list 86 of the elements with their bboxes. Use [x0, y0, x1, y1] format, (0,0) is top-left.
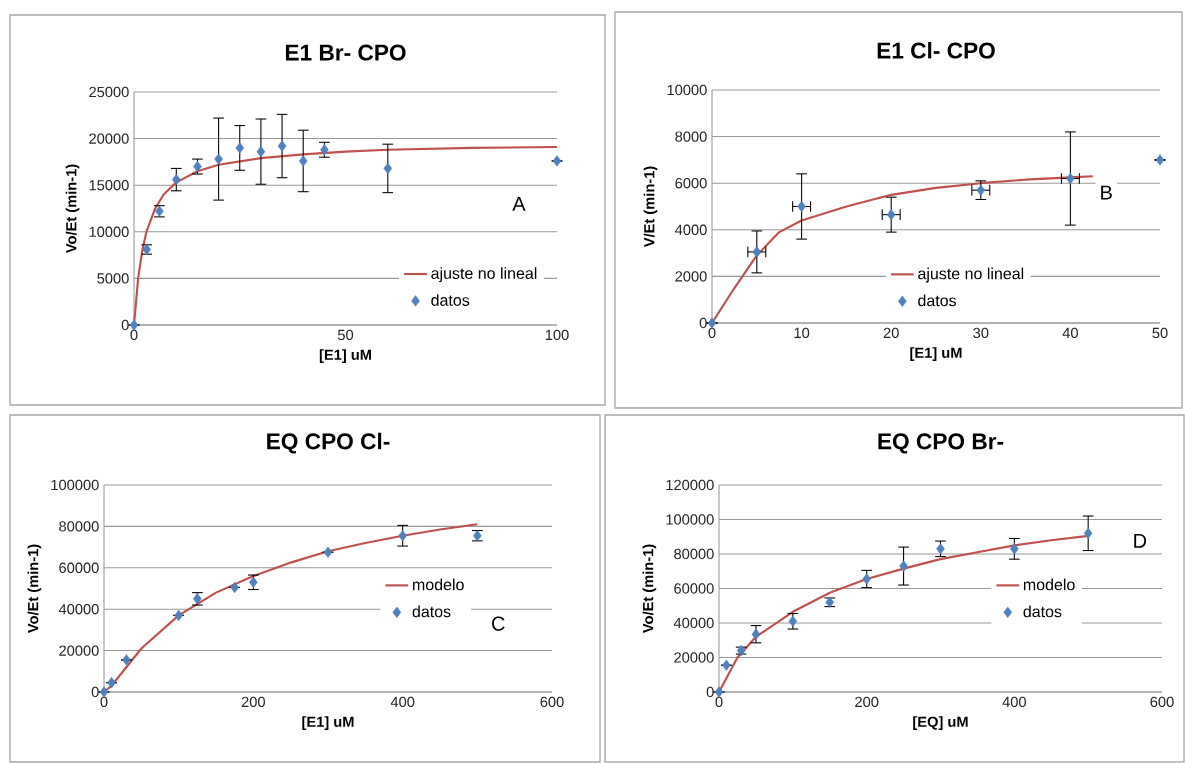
- point: [398, 530, 407, 542]
- y-tick-label: 10000: [89, 226, 129, 237]
- y-axis-title: Vo/Et (min-1): [27, 544, 42, 634]
- legend-label: datos: [918, 294, 957, 307]
- chart-title: E1 Cl- CPO: [877, 41, 995, 59]
- point: [298, 155, 308, 167]
- point: [235, 142, 245, 154]
- point: [122, 654, 131, 666]
- x-tick-label: 100: [545, 329, 569, 341]
- x-tick-label: 50: [337, 329, 354, 341]
- x-tick-label: 400: [1002, 696, 1026, 708]
- x-axis-title: [EQ] uM: [913, 716, 968, 730]
- y-axis-title: V/Et (min-1): [643, 166, 658, 248]
- y-tick-label: 80000: [674, 548, 714, 560]
- point: [862, 573, 871, 585]
- x-axis-title: [E1] uM: [910, 347, 962, 361]
- y-tick-label: 80000: [59, 521, 99, 532]
- x-axis-title: [E1] uM: [319, 349, 371, 363]
- chart-title: E1 Br- CPO: [285, 44, 406, 61]
- annotation: D: [1134, 534, 1147, 548]
- point: [1083, 527, 1093, 539]
- chart-title: EQ CPO Cl-: [267, 432, 390, 454]
- y-tick-label: 5000: [97, 273, 129, 284]
- y-axis-title: Vo/Et (min-1): [642, 544, 657, 634]
- point: [722, 659, 731, 671]
- point: [277, 140, 287, 152]
- annotation: C: [492, 616, 505, 631]
- y-tick-label: 8000: [675, 131, 707, 142]
- y-tick-label: 100000: [51, 479, 99, 491]
- y-tick-label: 20000: [59, 645, 99, 656]
- x-tick-label: 400: [390, 696, 415, 708]
- chart-title: EQ CPO Br-: [878, 433, 1004, 454]
- y-tick-label: 0: [91, 686, 99, 698]
- y-tick-label: 25000: [89, 86, 129, 98]
- y-tick-label: 60000: [674, 583, 714, 594]
- annotation: B: [1101, 185, 1112, 200]
- x-tick-label: 0: [715, 696, 723, 708]
- y-tick-label: 15000: [89, 180, 129, 191]
- legend-label: modelo: [413, 578, 464, 591]
- legend-label: datos: [431, 294, 470, 306]
- x-tick-label: 0: [130, 329, 138, 341]
- point: [886, 209, 896, 221]
- legend-label: ajuste no lineal: [431, 267, 537, 283]
- point: [383, 162, 393, 175]
- x-tick-label: 600: [1150, 696, 1174, 708]
- point: [899, 560, 908, 572]
- y-tick-label: 0: [699, 317, 707, 329]
- x-tick-label: 30: [973, 327, 989, 339]
- y-tick-label: 6000: [675, 178, 707, 189]
- annotation: A: [512, 196, 526, 211]
- point: [752, 246, 762, 258]
- x-tick-label: 600: [540, 696, 564, 708]
- y-tick-label: 20000: [674, 652, 714, 663]
- y-tick-label: 100000: [666, 514, 714, 525]
- legend-label: datos: [1023, 605, 1062, 618]
- x-tick-label: 50: [1152, 327, 1168, 339]
- point: [107, 677, 116, 689]
- y-tick-label: 40000: [58, 604, 99, 615]
- point: [214, 153, 223, 165]
- y-tick-label: 120000: [666, 479, 714, 491]
- y-tick-label: 60000: [59, 562, 99, 573]
- point: [1010, 543, 1019, 555]
- y-tick-label: 10000: [667, 84, 707, 96]
- x-tick-label: 10: [794, 327, 810, 339]
- point: [751, 628, 761, 640]
- point: [552, 155, 562, 167]
- legend-label: datos: [412, 605, 451, 618]
- y-tick-label: 2000: [675, 271, 707, 282]
- legend-label: modelo: [1023, 578, 1075, 591]
- x-tick-label: 200: [241, 696, 265, 708]
- y-tick-label: 40000: [673, 617, 714, 629]
- point: [323, 546, 333, 558]
- x-tick-label: 20: [883, 327, 899, 339]
- point: [976, 184, 986, 196]
- point: [1155, 154, 1165, 166]
- point: [174, 609, 183, 621]
- y-tick-label: 4000: [675, 224, 707, 235]
- y-tick-label: 20000: [89, 133, 129, 144]
- y-axis-title: Vo/Et (min-1): [65, 164, 80, 254]
- y-tick-label: 0: [121, 319, 129, 331]
- point: [256, 146, 266, 158]
- legend-label: ajuste no lineal: [918, 267, 1024, 283]
- x-axis-title: [E1] uM: [302, 716, 354, 730]
- x-tick-label: 200: [855, 696, 879, 708]
- x-tick-label: 40: [1062, 327, 1078, 339]
- y-tick-label: 0: [706, 686, 714, 698]
